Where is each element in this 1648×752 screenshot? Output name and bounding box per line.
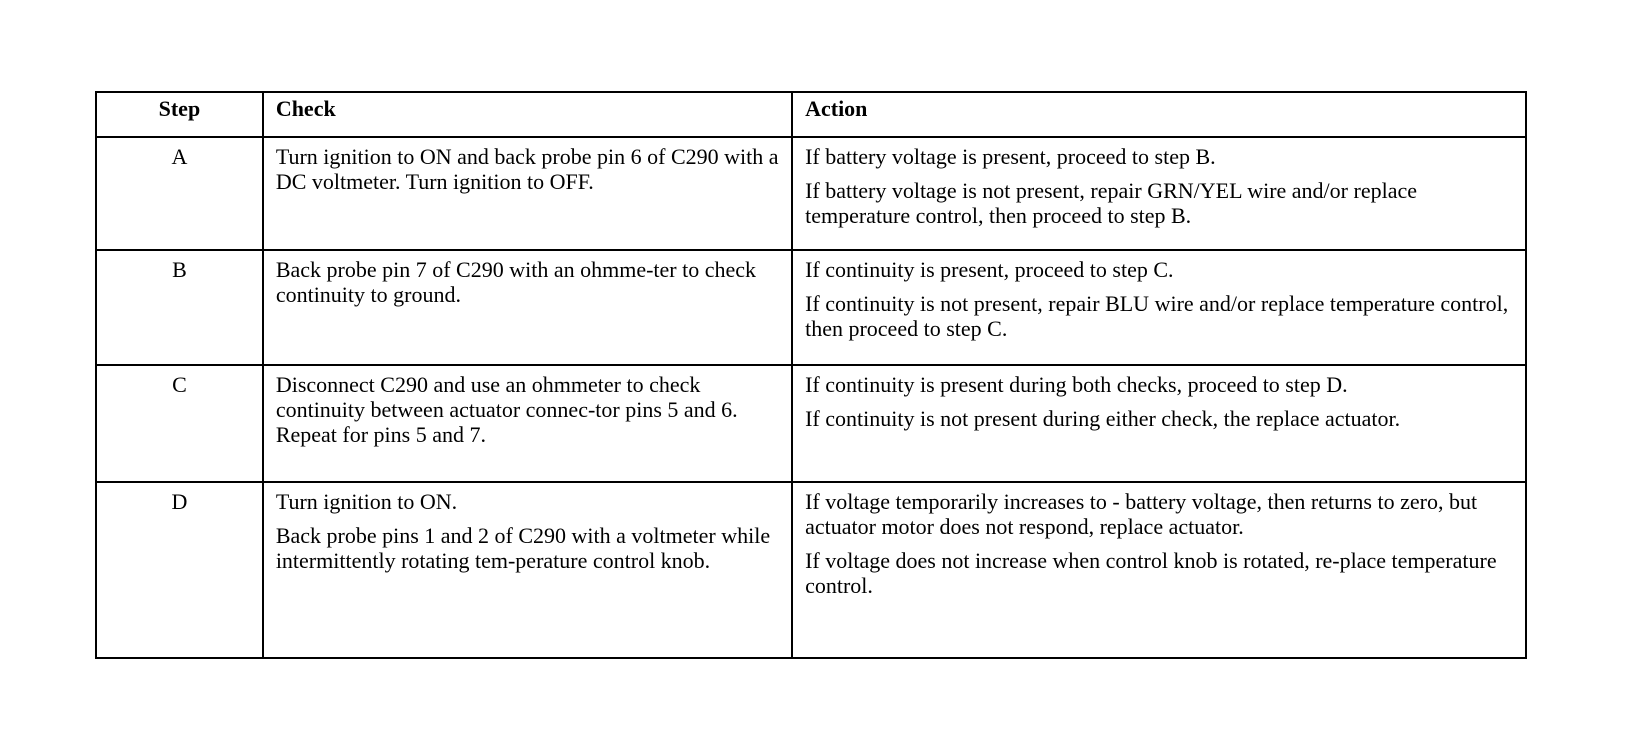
action-cell: If continuity is present during both che… — [791, 364, 1527, 483]
check-text: Turn ignition to ON and back probe pin 6… — [275, 144, 779, 194]
table-row: C Disconnect C290 and use an ohmmeter to… — [95, 364, 1527, 483]
header-step: Step — [95, 91, 264, 138]
header-check: Check — [261, 91, 794, 138]
check-cell: Disconnect C290 and use an ohmmeter to c… — [261, 364, 794, 483]
check-text: Back probe pins 1 and 2 of C290 with a v… — [275, 523, 771, 573]
action-text: If battery voltage is present, proceed t… — [805, 144, 1216, 169]
action-text: If voltage temporarily increases to - ba… — [805, 489, 1478, 539]
table-row: D Turn ignition to ON. Back probe pins 1 … — [95, 481, 1527, 659]
check-text: Back probe pin 7 of C290 with an ohmme-t… — [275, 257, 757, 307]
action-cell: If continuity is present, proceed to ste… — [791, 249, 1527, 366]
check-cell: Turn ignition to ON. Back probe pins 1 an… — [261, 481, 794, 659]
action-text: If continuity is not present, repair BLU… — [805, 291, 1509, 341]
table-row: B Back probe pin 7 of C290 with an ohmme… — [95, 249, 1527, 366]
action-cell: If battery voltage is present, proceed t… — [791, 136, 1527, 251]
action-cell: If voltage temporarily increases to - ba… — [791, 481, 1527, 659]
action-text: If continuity is present, proceed to ste… — [805, 257, 1174, 282]
action-text: If battery voltage is not present, repai… — [805, 178, 1417, 228]
step-cell: C — [95, 364, 264, 483]
header-row: Step Check Action — [95, 91, 1527, 138]
table-row: A Turn ignition to ON and back probe pin… — [95, 136, 1527, 251]
troubleshooting-table: Step Check Action A Turn ignition to ON … — [95, 91, 1527, 659]
step-cell: B — [95, 249, 264, 366]
header-action: Action — [791, 91, 1527, 138]
check-cell: Turn ignition to ON and back probe pin 6… — [261, 136, 794, 251]
check-text: Turn ignition to ON. — [275, 489, 458, 514]
action-text: If voltage does not increase when contro… — [805, 548, 1497, 598]
action-text: If continuity is present during both che… — [805, 372, 1348, 397]
check-text: Disconnect C290 and use an ohmmeter to c… — [275, 372, 738, 447]
action-text: If continuity is not present during eith… — [805, 406, 1401, 431]
step-cell: A — [95, 136, 264, 251]
check-cell: Back probe pin 7 of C290 with an ohmme-t… — [261, 249, 794, 366]
step-cell: D — [95, 481, 264, 659]
